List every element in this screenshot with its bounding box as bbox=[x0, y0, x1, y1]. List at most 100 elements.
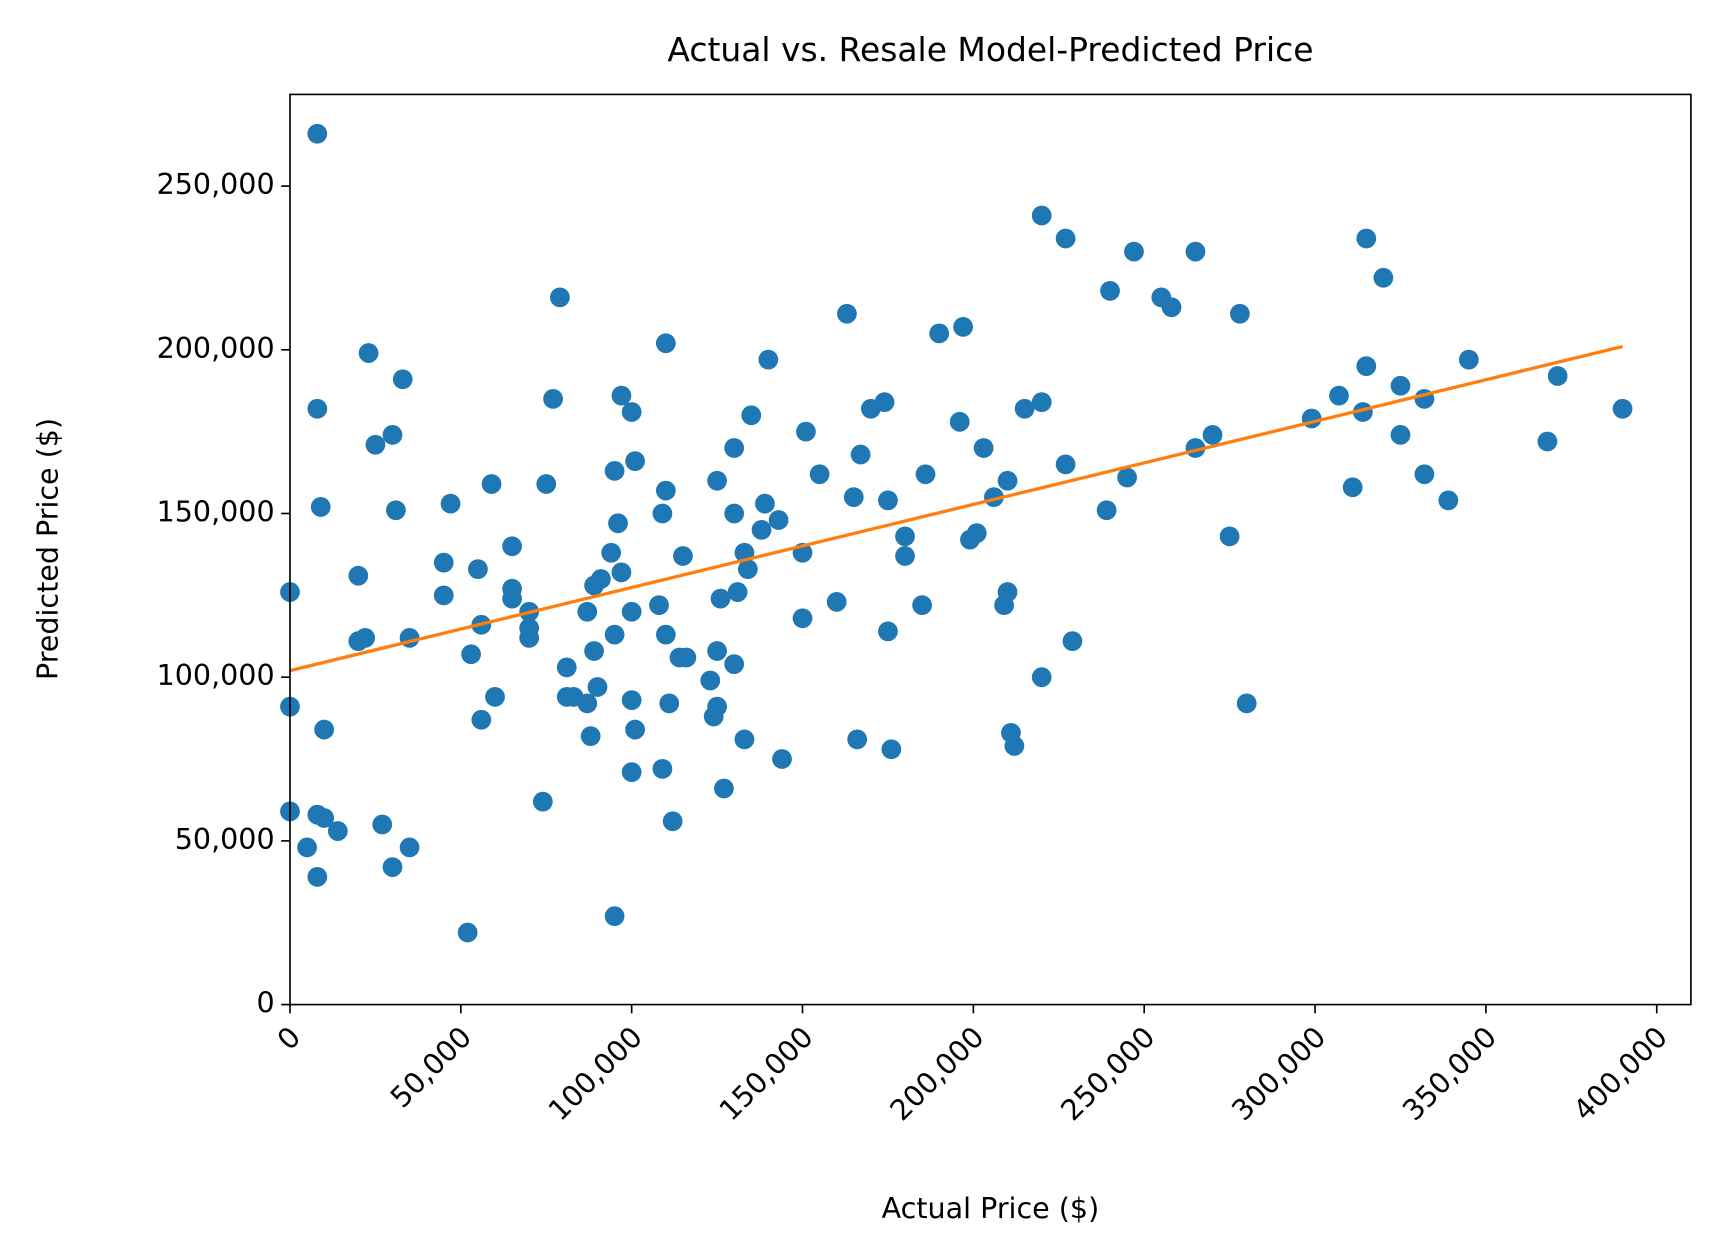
point bbox=[1356, 356, 1377, 377]
point bbox=[358, 343, 379, 363]
point bbox=[348, 565, 369, 586]
point bbox=[433, 552, 454, 573]
point bbox=[1356, 228, 1377, 249]
point bbox=[550, 287, 570, 308]
point bbox=[382, 425, 403, 445]
point bbox=[1031, 667, 1052, 688]
y-axis-label: Predicted Price ($) bbox=[32, 418, 65, 680]
point bbox=[878, 621, 898, 642]
point bbox=[1117, 467, 1138, 488]
point bbox=[580, 726, 601, 746]
y-tick-label: 0 bbox=[256, 987, 274, 1020]
point bbox=[1161, 297, 1182, 318]
plot-frame bbox=[289, 93, 1692, 1006]
point bbox=[604, 461, 625, 481]
point bbox=[649, 595, 669, 616]
point bbox=[1229, 303, 1250, 324]
point bbox=[532, 791, 553, 812]
point bbox=[837, 303, 857, 324]
point bbox=[966, 523, 987, 544]
point bbox=[915, 464, 936, 485]
point bbox=[843, 487, 864, 507]
point bbox=[727, 582, 748, 602]
point bbox=[1004, 736, 1025, 756]
point bbox=[1062, 631, 1083, 652]
point bbox=[655, 480, 676, 501]
point bbox=[392, 369, 413, 390]
point bbox=[655, 333, 676, 354]
point bbox=[386, 500, 406, 521]
point bbox=[707, 696, 727, 717]
point bbox=[1055, 228, 1076, 249]
point bbox=[307, 867, 328, 887]
point bbox=[1390, 425, 1411, 445]
point bbox=[724, 438, 745, 458]
point bbox=[912, 595, 932, 616]
point bbox=[440, 493, 461, 514]
point bbox=[1458, 349, 1479, 370]
point bbox=[577, 693, 598, 714]
point bbox=[655, 624, 676, 645]
point bbox=[997, 470, 1018, 491]
point bbox=[468, 559, 488, 580]
point bbox=[751, 519, 772, 540]
point bbox=[621, 762, 642, 783]
point bbox=[700, 670, 721, 691]
point bbox=[1014, 398, 1035, 419]
point bbox=[895, 526, 915, 547]
point bbox=[652, 758, 673, 779]
y-tick-label: 150,000 bbox=[157, 495, 275, 528]
point bbox=[949, 411, 970, 432]
point bbox=[485, 686, 505, 707]
point bbox=[611, 385, 632, 406]
point bbox=[953, 316, 973, 337]
point bbox=[850, 444, 871, 465]
point bbox=[297, 837, 317, 858]
point bbox=[714, 778, 734, 799]
point bbox=[621, 402, 642, 422]
point bbox=[676, 647, 697, 668]
point bbox=[1373, 267, 1394, 288]
point bbox=[1096, 500, 1117, 521]
point bbox=[662, 811, 683, 832]
point bbox=[710, 588, 731, 609]
y-tick-label: 200,000 bbox=[157, 332, 275, 365]
point bbox=[1547, 366, 1568, 386]
point bbox=[310, 497, 331, 517]
point bbox=[1055, 454, 1076, 475]
point bbox=[707, 641, 727, 661]
point bbox=[502, 536, 522, 557]
point bbox=[604, 906, 625, 927]
point bbox=[673, 546, 693, 566]
point bbox=[471, 709, 492, 730]
point bbox=[327, 821, 348, 841]
point bbox=[874, 392, 895, 413]
point bbox=[536, 474, 557, 494]
point bbox=[307, 398, 328, 419]
y-tick-label: 250,000 bbox=[157, 168, 275, 201]
point bbox=[433, 585, 454, 606]
point bbox=[355, 628, 376, 648]
point bbox=[878, 490, 898, 511]
point bbox=[1342, 477, 1363, 498]
fit-line bbox=[289, 344, 1623, 673]
point bbox=[314, 719, 335, 740]
point bbox=[577, 601, 598, 622]
point bbox=[584, 641, 604, 661]
chart-title: Actual vs. Resale Model-Predicted Price bbox=[667, 30, 1313, 69]
point bbox=[847, 729, 868, 750]
point bbox=[652, 503, 673, 524]
point bbox=[608, 513, 628, 534]
point bbox=[307, 123, 328, 144]
point bbox=[519, 628, 540, 648]
point bbox=[1414, 464, 1435, 485]
point bbox=[755, 493, 775, 514]
point bbox=[1438, 490, 1459, 511]
point bbox=[881, 739, 902, 760]
point bbox=[587, 677, 608, 697]
point bbox=[1031, 392, 1052, 413]
point bbox=[1236, 693, 1257, 714]
